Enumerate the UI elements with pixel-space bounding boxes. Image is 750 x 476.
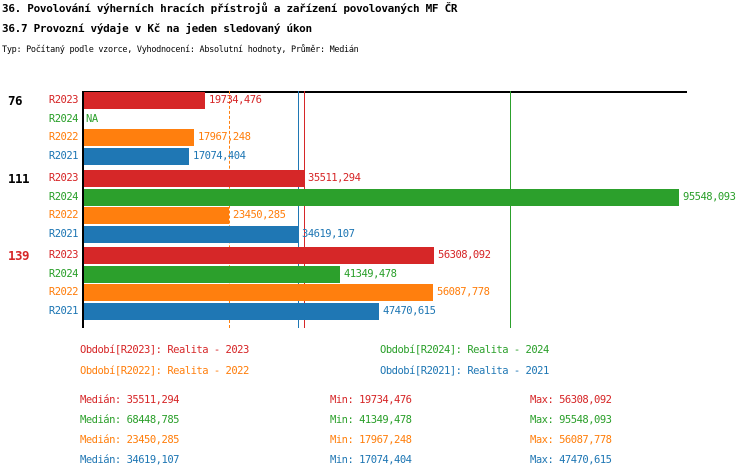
- stats-min-R2024: Min: 41349,478: [330, 414, 412, 426]
- stats-max-R2022: Max: 56087,778: [530, 434, 612, 446]
- group-label-76: 76: [8, 93, 23, 108]
- bar-value-76-R2021: 17074,404: [193, 150, 246, 162]
- bar-139-R2024: [84, 266, 340, 283]
- bar-value-139-R2022: 56087,778: [437, 286, 490, 298]
- group-label-111: 111: [8, 171, 30, 186]
- bar-label-139-R2023: R2023: [48, 249, 79, 261]
- bar-111-R2024: [84, 189, 679, 206]
- bar-139-R2021: [84, 303, 379, 320]
- stats-min-R2022: Min: 17967,248: [330, 434, 412, 446]
- bar-value-76-R2022: 17967,248: [198, 131, 251, 143]
- bar-value-139-R2024: 41349,478: [344, 268, 397, 280]
- bar-label-139-R2022: R2022: [48, 286, 79, 298]
- bar-label-111-R2021: R2021: [48, 228, 79, 240]
- bar-76-R2021: [84, 148, 189, 165]
- stats-max-R2024: Max: 95548,093: [530, 414, 612, 426]
- legend-item-R2021: Období[R2021]: Realita - 2021: [380, 365, 549, 377]
- bar-label-139-R2021: R2021: [48, 305, 79, 317]
- stats-median-R2022: Medián: 23450,285: [80, 434, 179, 446]
- bar-111-R2023: [84, 170, 304, 187]
- chart-meta: Typ: Počítaný podle vzorce, Vyhodnocení:…: [2, 45, 359, 55]
- stats-median-R2021: Medián: 34619,107: [80, 454, 179, 466]
- page-title: 36. Povolování výherních hracích přístro…: [2, 2, 458, 15]
- plot-top-border: [82, 91, 687, 93]
- bar-value-111-R2024: 95548,093: [683, 191, 736, 203]
- bar-139-R2023: [84, 247, 434, 264]
- stats-min-R2023: Min: 19734,476: [330, 394, 412, 406]
- legend-item-R2023: Období[R2023]: Realita - 2023: [80, 344, 249, 356]
- stats-median-R2023: Medián: 35511,294: [80, 394, 179, 406]
- bar-value-111-R2022: 23450,285: [233, 209, 286, 221]
- bar-value-76-R2023: 19734,476: [209, 94, 262, 106]
- bar-value-76-R2024: NA: [86, 113, 98, 125]
- median-line-R2022: [229, 91, 230, 328]
- bar-76-R2022: [84, 129, 194, 146]
- bar-139-R2022: [84, 284, 433, 301]
- bar-value-111-R2023: 35511,294: [308, 172, 361, 184]
- bar-111-R2021: [84, 226, 298, 243]
- legend-item-R2024: Období[R2024]: Realita - 2024: [380, 344, 549, 356]
- bar-label-76-R2021: R2021: [48, 150, 79, 162]
- bar-label-111-R2022: R2022: [48, 209, 79, 221]
- bar-label-76-R2024: R2024: [48, 113, 79, 125]
- group-label-139: 139: [8, 248, 30, 263]
- bar-76-R2023: [84, 92, 205, 109]
- y-axis-line: [82, 91, 84, 328]
- bar-label-139-R2024: R2024: [48, 268, 79, 280]
- page-subtitle: 36.7 Provozní výdaje v Kč na jeden sledo…: [2, 22, 312, 35]
- bar-value-139-R2023: 56308,092: [438, 249, 491, 261]
- bar-label-111-R2024: R2024: [48, 191, 79, 203]
- bar-label-76-R2022: R2022: [48, 131, 79, 143]
- median-line-R2024: [510, 91, 511, 328]
- bar-value-111-R2021: 34619,107: [302, 228, 355, 240]
- bar-chart: 76 R2023 19734,476 R2024 NA R2022 17967,248 R20…: [0, 91, 750, 328]
- median-line-R2021: [298, 91, 299, 328]
- median-line-R2023: [304, 91, 305, 328]
- stats-max-R2023: Max: 56308,092: [530, 394, 612, 406]
- stats-max-R2021: Max: 47470,615: [530, 454, 612, 466]
- bar-label-111-R2023: R2023: [48, 172, 79, 184]
- bar-value-139-R2021: 47470,615: [383, 305, 436, 317]
- stats-median-R2024: Medián: 68448,785: [80, 414, 179, 426]
- legend-item-R2022: Období[R2022]: Realita - 2022: [80, 365, 249, 377]
- bar-111-R2022: [84, 207, 229, 224]
- bar-label-76-R2023: R2023: [48, 94, 79, 106]
- stats-min-R2021: Min: 17074,404: [330, 454, 412, 466]
